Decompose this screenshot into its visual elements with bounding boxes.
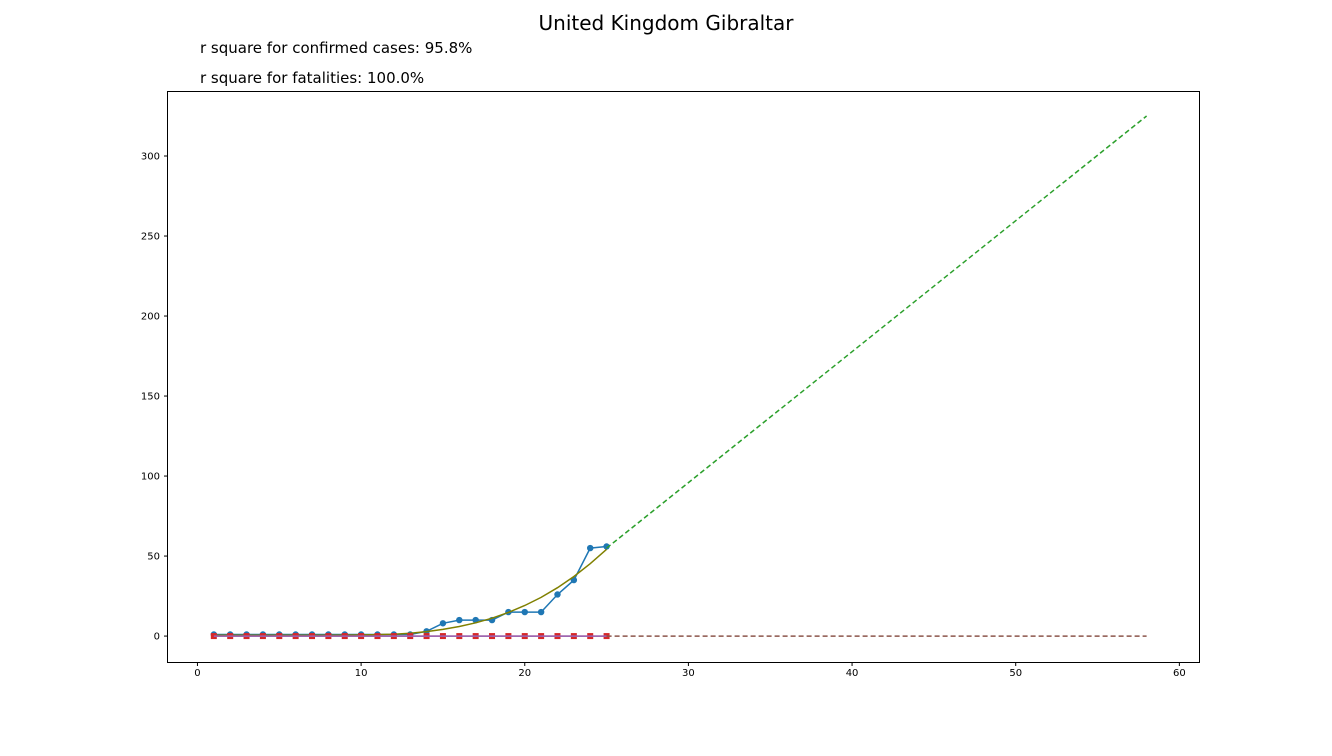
data-point-circle — [521, 608, 528, 616]
data-point-circle — [587, 544, 594, 552]
x-tick-label: 0 — [194, 668, 200, 679]
series-layer — [210, 115, 1148, 640]
r-square-fatalities-text: r square for fatalities: 100.0% — [200, 69, 425, 87]
r-square-confirmed-text: r square for confirmed cases: 95.8% — [200, 39, 473, 57]
x-tick-label: 50 — [1009, 668, 1022, 679]
observed-series-line-0 — [213, 545, 607, 636]
x-tick-label: 10 — [355, 668, 368, 679]
plot-area-frame — [167, 91, 1200, 663]
y-tick-label: 300 — [141, 152, 160, 163]
projection-series-line-2 — [606, 115, 1148, 549]
data-point-circle — [537, 608, 545, 616]
fit-series-line-1 — [213, 548, 608, 637]
x-tick-label: 40 — [846, 668, 859, 679]
y-tick-label: 50 — [147, 552, 160, 563]
x-tick-label: 60 — [1173, 668, 1186, 679]
data-point-circle — [439, 620, 447, 627]
chart-title: United Kingdom Gibraltar — [538, 11, 794, 35]
x-tick-label: 20 — [518, 668, 531, 679]
y-tick-label: 250 — [141, 232, 160, 243]
data-point-circle — [554, 591, 561, 598]
y-tick-label: 100 — [141, 472, 160, 483]
y-tick-label: 200 — [141, 312, 160, 323]
axis-ticks: 0 10 20 30 40 50 60 0 50 100 150 200 250 300 — [141, 152, 1186, 679]
data-point-circle — [456, 616, 463, 624]
data-point-circle — [603, 543, 610, 550]
x-tick-label: 30 — [682, 668, 695, 679]
y-tick-label: 150 — [141, 392, 160, 403]
y-tick-label: 0 — [154, 632, 160, 643]
